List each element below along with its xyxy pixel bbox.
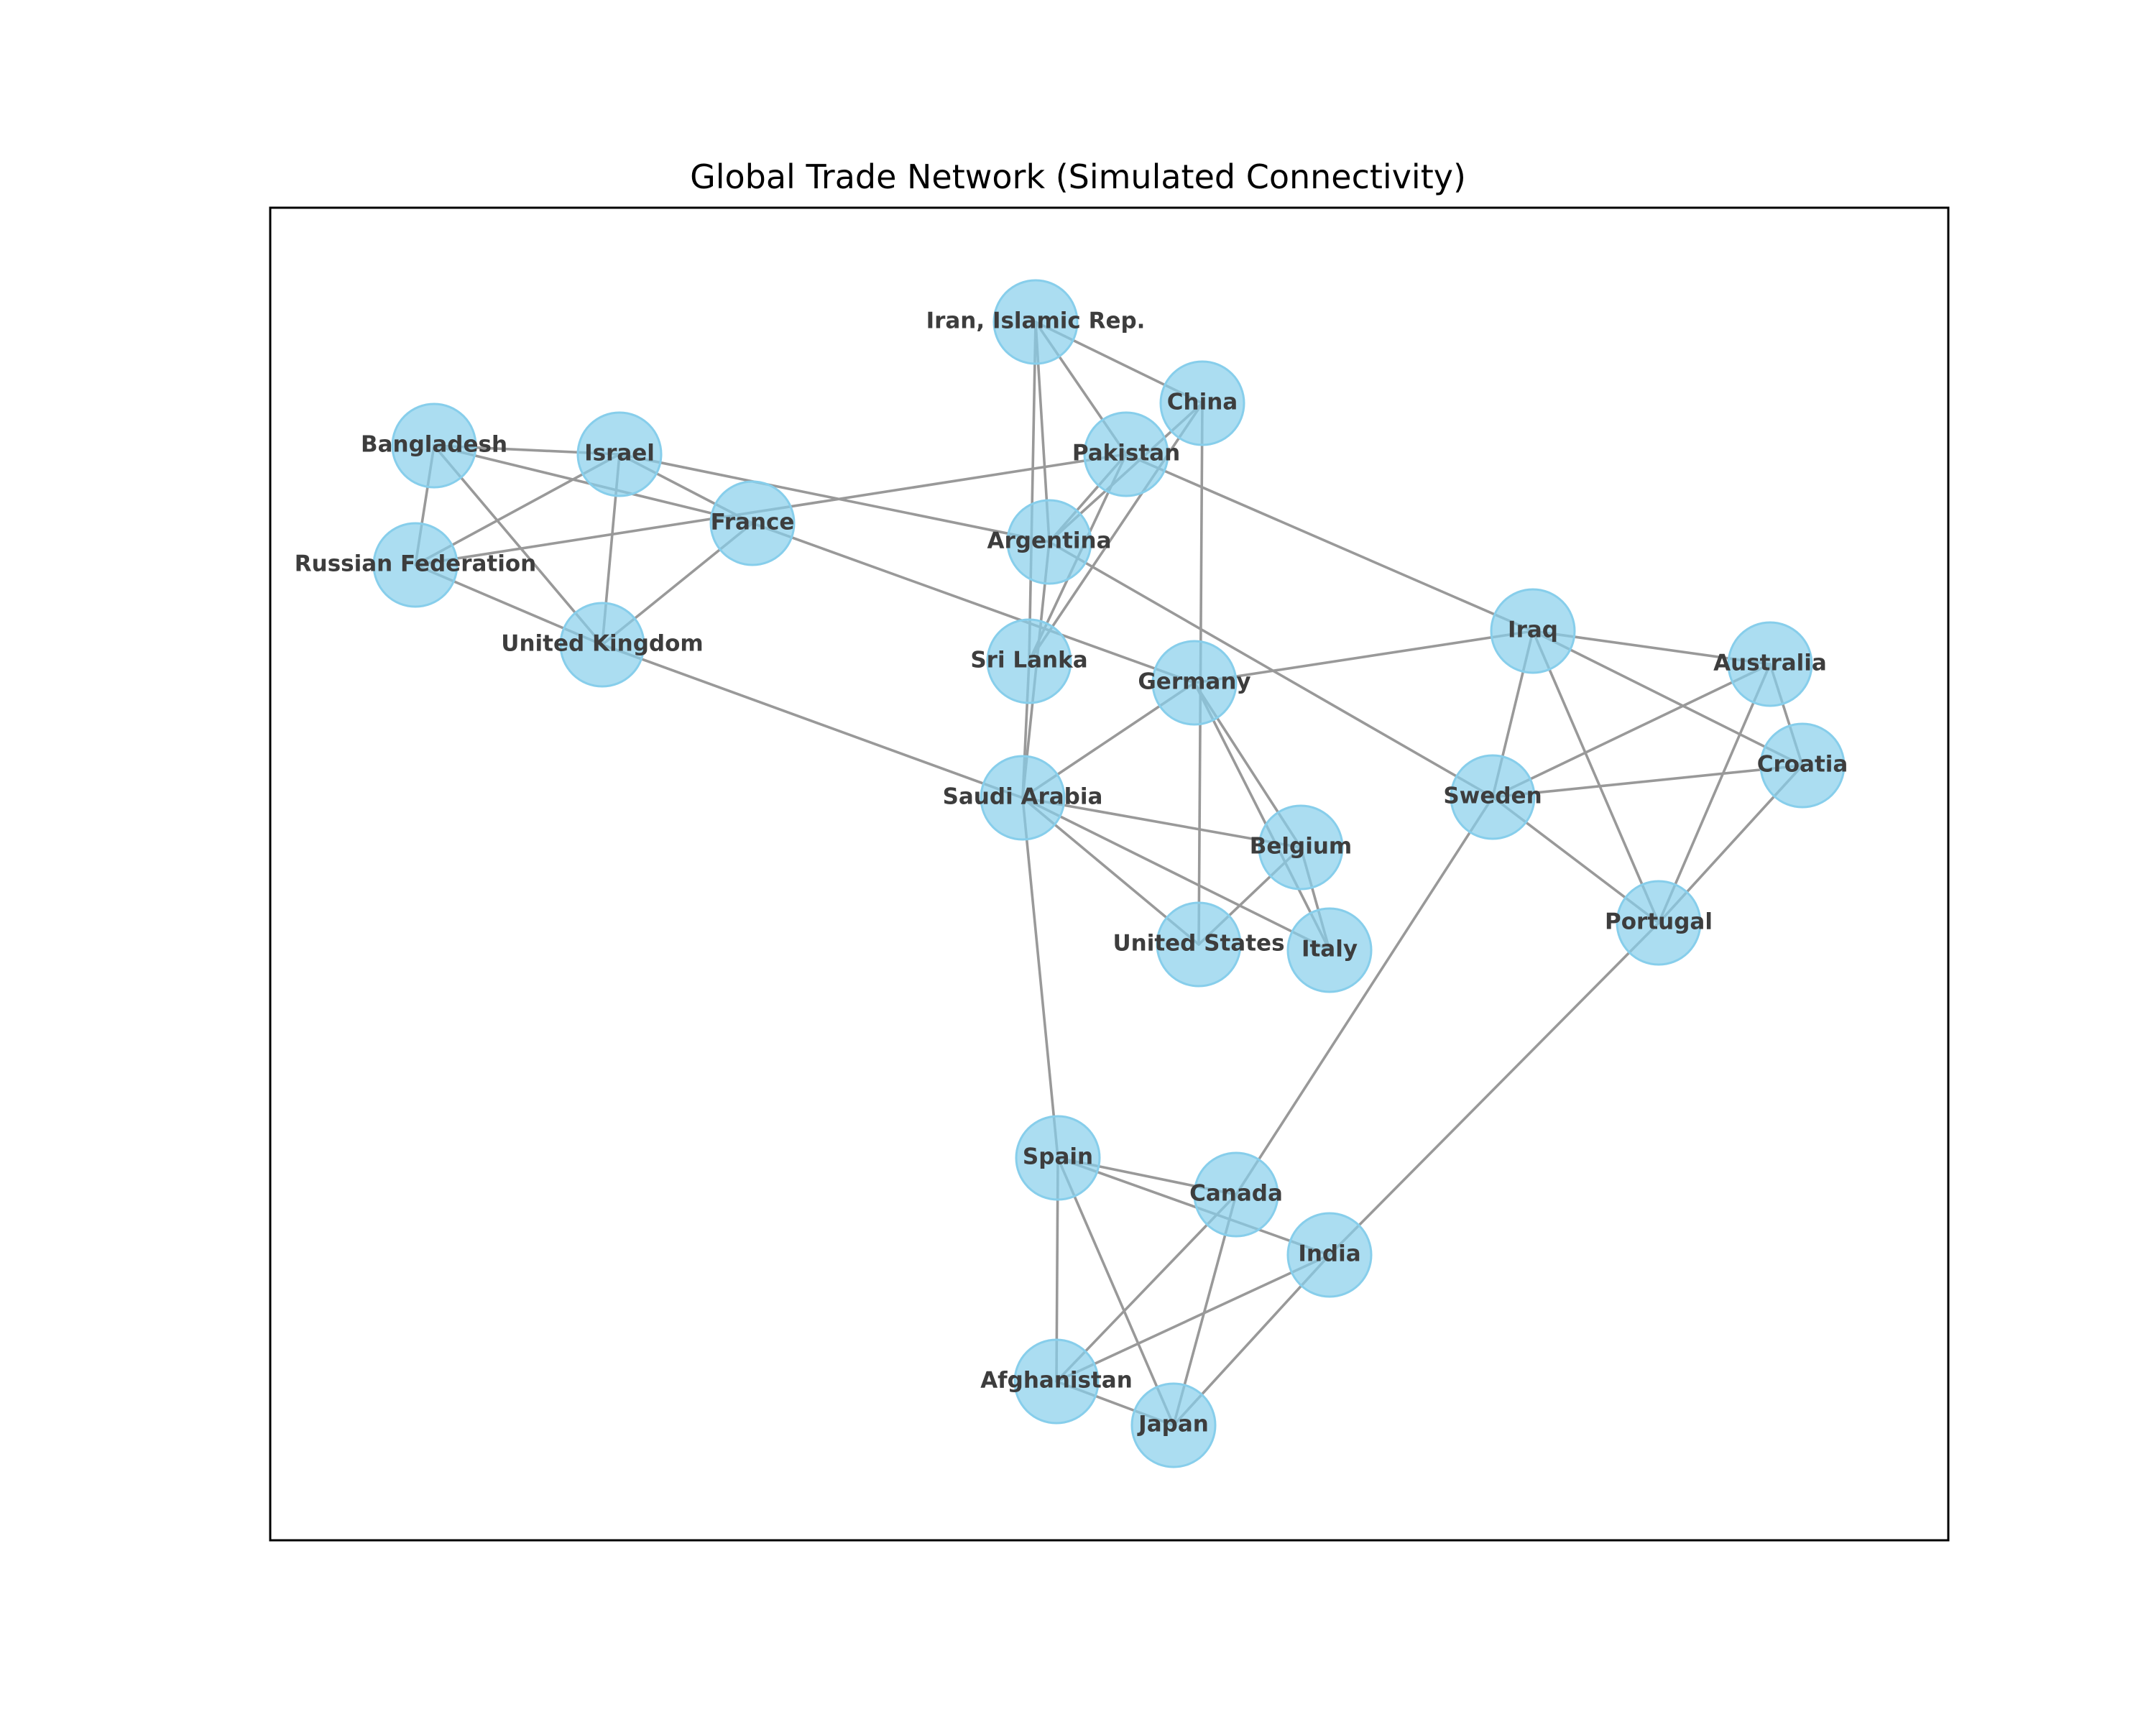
plot-frame xyxy=(269,206,1950,1542)
node-argentina xyxy=(1006,499,1092,585)
node-united-kingdom xyxy=(559,602,645,688)
node-label-afghanistan: Afghanistan xyxy=(980,1368,1133,1394)
node-label-germany: Germany xyxy=(1138,669,1250,695)
node-label-japan: Japan xyxy=(1137,1412,1209,1438)
node-label-iran-islamic-rep: Iran, Islamic Rep. xyxy=(926,308,1146,334)
node-label-france: France xyxy=(711,510,795,535)
nodes-layer xyxy=(372,279,1846,1468)
edge-canada-afghanistan xyxy=(1055,1193,1238,1383)
node-croatia xyxy=(1759,722,1846,809)
node-russian-federation xyxy=(372,522,459,608)
edge-saudi-arabia-spain xyxy=(1021,796,1059,1159)
node-india xyxy=(1286,1212,1373,1298)
node-label-saudi-arabia: Saudi Arabia xyxy=(943,784,1103,810)
node-label-iraq: Iraq xyxy=(1508,617,1558,643)
node-label-united-states: United States xyxy=(1112,931,1284,957)
node-italy xyxy=(1286,907,1373,993)
node-canada xyxy=(1193,1151,1279,1238)
node-label-italy: Italy xyxy=(1302,937,1358,962)
node-israel xyxy=(576,411,663,497)
node-iran-islamic-rep xyxy=(992,279,1079,365)
edge-united-kingdom-saudi-arabia xyxy=(601,643,1024,799)
edge-israel-argentina xyxy=(618,453,1051,543)
node-france xyxy=(709,480,796,566)
node-bangladesh xyxy=(391,402,477,489)
edge-australia-portugal xyxy=(1657,663,1772,924)
node-label-australia: Australia xyxy=(1713,650,1827,676)
edge-iraq-germany xyxy=(1193,630,1534,684)
node-label-portugal: Portugal xyxy=(1605,909,1713,935)
node-label-china: China xyxy=(1167,390,1238,415)
edge-india-afghanistan xyxy=(1055,1254,1331,1383)
edge-germany-italy xyxy=(1193,681,1331,952)
node-label-sri-lanka: Sri Lanka xyxy=(970,648,1087,673)
node-label-spain: Spain xyxy=(1023,1144,1093,1170)
node-label-india: India xyxy=(1298,1241,1360,1267)
node-australia xyxy=(1727,621,1813,707)
node-label-croatia: Croatia xyxy=(1757,752,1848,778)
node-belgium xyxy=(1258,804,1344,891)
node-afghanistan xyxy=(1013,1338,1100,1425)
node-saudi-arabia xyxy=(980,755,1066,841)
edge-spain-japan xyxy=(1056,1156,1175,1427)
edge-sweden-canada xyxy=(1235,796,1494,1196)
edge-argentina-sweden xyxy=(1048,540,1494,799)
node-label-argentina: Argentina xyxy=(987,528,1112,554)
node-label-israel: Israel xyxy=(584,441,655,466)
node-sri-lanka xyxy=(986,618,1072,704)
node-label-united-kingdom: United Kingdom xyxy=(501,631,703,657)
node-sweden xyxy=(1450,754,1536,840)
edge-australia-sweden xyxy=(1491,663,1772,799)
edge-bangladesh-united-kingdom xyxy=(433,444,604,646)
node-label-belgium: Belgium xyxy=(1250,834,1352,860)
edge-france-germany xyxy=(751,522,1196,684)
edge-iraq-portugal xyxy=(1531,630,1660,924)
edge-portugal-india xyxy=(1328,921,1660,1256)
edge-iraq-croatia xyxy=(1531,630,1804,767)
node-label-canada: Canada xyxy=(1189,1181,1283,1207)
node-pakistan xyxy=(1083,411,1169,497)
labels-layer: Iran, Islamic Rep. China Bangladesh Israel P… xyxy=(295,308,1848,1438)
node-label-bangladesh: Bangladesh xyxy=(361,432,507,458)
node-china xyxy=(1159,360,1245,446)
node-label-russian-federation: Russian Federation xyxy=(295,551,536,577)
node-label-sweden: Sweden xyxy=(1443,783,1542,809)
edge-saudi-arabia-belgium xyxy=(1021,796,1302,849)
chart-title: Global Trade Network (Simulated Connecti… xyxy=(690,157,1466,196)
node-portugal xyxy=(1616,880,1702,966)
edge-croatia-sweden xyxy=(1491,764,1804,799)
node-iraq xyxy=(1490,588,1576,674)
node-japan xyxy=(1130,1382,1217,1468)
edge-iran-islamic-rep-sri-lanka xyxy=(1028,321,1037,663)
node-spain xyxy=(1015,1115,1101,1201)
edge-spain-india xyxy=(1056,1156,1331,1256)
node-label-pakistan: Pakistan xyxy=(1072,441,1180,466)
edge-pakistan-iraq xyxy=(1125,453,1534,632)
node-united-states xyxy=(1156,901,1242,988)
edge-saudi-arabia-italy xyxy=(1021,796,1331,952)
node-germany xyxy=(1151,640,1238,726)
edge-china-sri-lanka xyxy=(1028,402,1204,663)
